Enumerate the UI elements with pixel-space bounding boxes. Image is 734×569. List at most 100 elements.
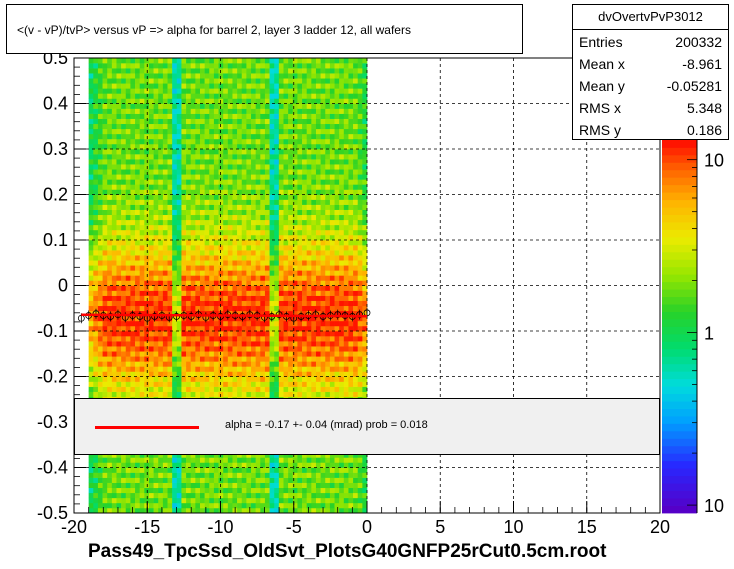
heatmap-cell <box>148 452 154 458</box>
heatmap-cell <box>232 68 238 74</box>
heatmap-cell <box>153 280 159 286</box>
heatmap-cell <box>260 386 266 392</box>
heatmap-cell <box>278 184 284 190</box>
heatmap-cell <box>223 118 229 125</box>
heatmap-cell <box>186 482 192 489</box>
heatmap-cell <box>162 138 168 145</box>
heatmap-cell <box>278 154 284 160</box>
heatmap-cell <box>213 204 219 210</box>
heatmap-cell <box>251 462 256 468</box>
heatmap-cell <box>264 305 270 312</box>
heatmap-cell <box>241 128 247 135</box>
heatmap-cell <box>144 214 150 221</box>
heatmap-cell <box>302 331 307 337</box>
heatmap-cell <box>139 361 145 367</box>
heatmap-cell <box>125 68 131 74</box>
heatmap-cell <box>97 214 103 221</box>
heatmap-cell <box>172 98 178 104</box>
heatmap-cell <box>255 386 261 392</box>
heatmap-cell <box>93 260 99 266</box>
heatmap-cell <box>139 204 145 210</box>
heatmap-cell <box>153 240 159 246</box>
heatmap-cell <box>292 78 298 84</box>
heatmap-cell <box>144 123 150 130</box>
heatmap-cell <box>97 507 103 513</box>
heatmap-cell <box>283 482 289 489</box>
heatmap-cell <box>320 285 326 291</box>
heatmap-cell <box>148 361 154 367</box>
heatmap-cell <box>283 351 289 357</box>
heatmap-cell <box>264 351 270 357</box>
heatmap-cell <box>97 113 103 119</box>
heatmap-cell <box>130 128 136 135</box>
heatmap-cell <box>209 93 215 99</box>
heatmap-cell <box>125 229 131 236</box>
heatmap-cell <box>302 138 307 145</box>
heatmap-cell <box>325 366 331 372</box>
heatmap-cell <box>241 265 247 271</box>
heatmap-cell <box>102 179 108 185</box>
heatmap-cell <box>139 189 145 195</box>
heatmap-cell <box>334 270 340 276</box>
heatmap-cell <box>218 472 224 478</box>
heatmap-cell <box>278 224 284 231</box>
heatmap-cell <box>121 224 127 231</box>
heatmap-cell <box>260 320 266 327</box>
heatmap-cell <box>306 118 312 125</box>
heatmap-cell <box>297 149 303 155</box>
heatmap-cell <box>167 305 173 312</box>
heatmap-cell <box>93 194 99 200</box>
heatmap-cell <box>297 315 303 322</box>
heatmap-cell <box>153 361 159 367</box>
heatmap-cell <box>320 240 326 246</box>
heatmap-cell <box>269 255 275 261</box>
heatmap-cell <box>88 356 94 362</box>
heatmap-cell <box>320 63 326 69</box>
heatmap-cell <box>93 224 99 231</box>
heatmap-cell <box>223 179 229 185</box>
heatmap-cell <box>302 270 307 276</box>
heatmap-cell <box>297 204 303 210</box>
heatmap-cell <box>107 138 113 145</box>
heatmap-cell <box>144 108 150 114</box>
heatmap-cell <box>292 255 298 261</box>
heatmap-cell <box>325 320 331 327</box>
heatmap-cell <box>172 265 178 271</box>
heatmap-cell <box>251 502 256 509</box>
heatmap-cell <box>148 472 154 478</box>
heatmap-cell <box>93 78 99 84</box>
heatmap-cell <box>255 88 261 94</box>
heatmap-cell <box>148 300 154 307</box>
heatmap-cell <box>176 143 182 150</box>
heatmap-cell <box>218 184 224 190</box>
heatmap-cell <box>135 194 140 200</box>
heatmap-cell <box>339 143 345 150</box>
heatmap-cell <box>88 83 94 89</box>
heatmap-cell <box>292 164 298 170</box>
heatmap-cell <box>148 290 154 296</box>
heatmap-cell <box>204 73 210 79</box>
heatmap-cell <box>232 149 238 155</box>
heatmap-cell <box>121 103 127 109</box>
heatmap-cell <box>139 128 145 135</box>
heatmap-cell <box>227 164 233 170</box>
heatmap-cell <box>297 224 303 231</box>
heatmap-cell <box>315 300 321 307</box>
heatmap-cell <box>199 159 205 165</box>
heatmap-cell <box>343 295 349 301</box>
heatmap-cell <box>306 88 312 94</box>
heatmap-cell <box>93 391 99 398</box>
heatmap-cell <box>325 174 331 180</box>
heatmap-cell <box>292 179 298 185</box>
heatmap-cell <box>339 194 345 200</box>
heatmap-cell <box>264 320 270 327</box>
heatmap-cell <box>130 371 136 377</box>
heatmap-cell <box>302 63 307 69</box>
heatmap-cell <box>102 391 108 398</box>
heatmap-cell <box>218 234 224 241</box>
heatmap-cell <box>223 143 229 150</box>
heatmap-cell <box>204 209 210 216</box>
heatmap-cell <box>306 250 312 256</box>
heatmap-cell <box>325 472 331 478</box>
heatmap-cell <box>116 138 122 145</box>
